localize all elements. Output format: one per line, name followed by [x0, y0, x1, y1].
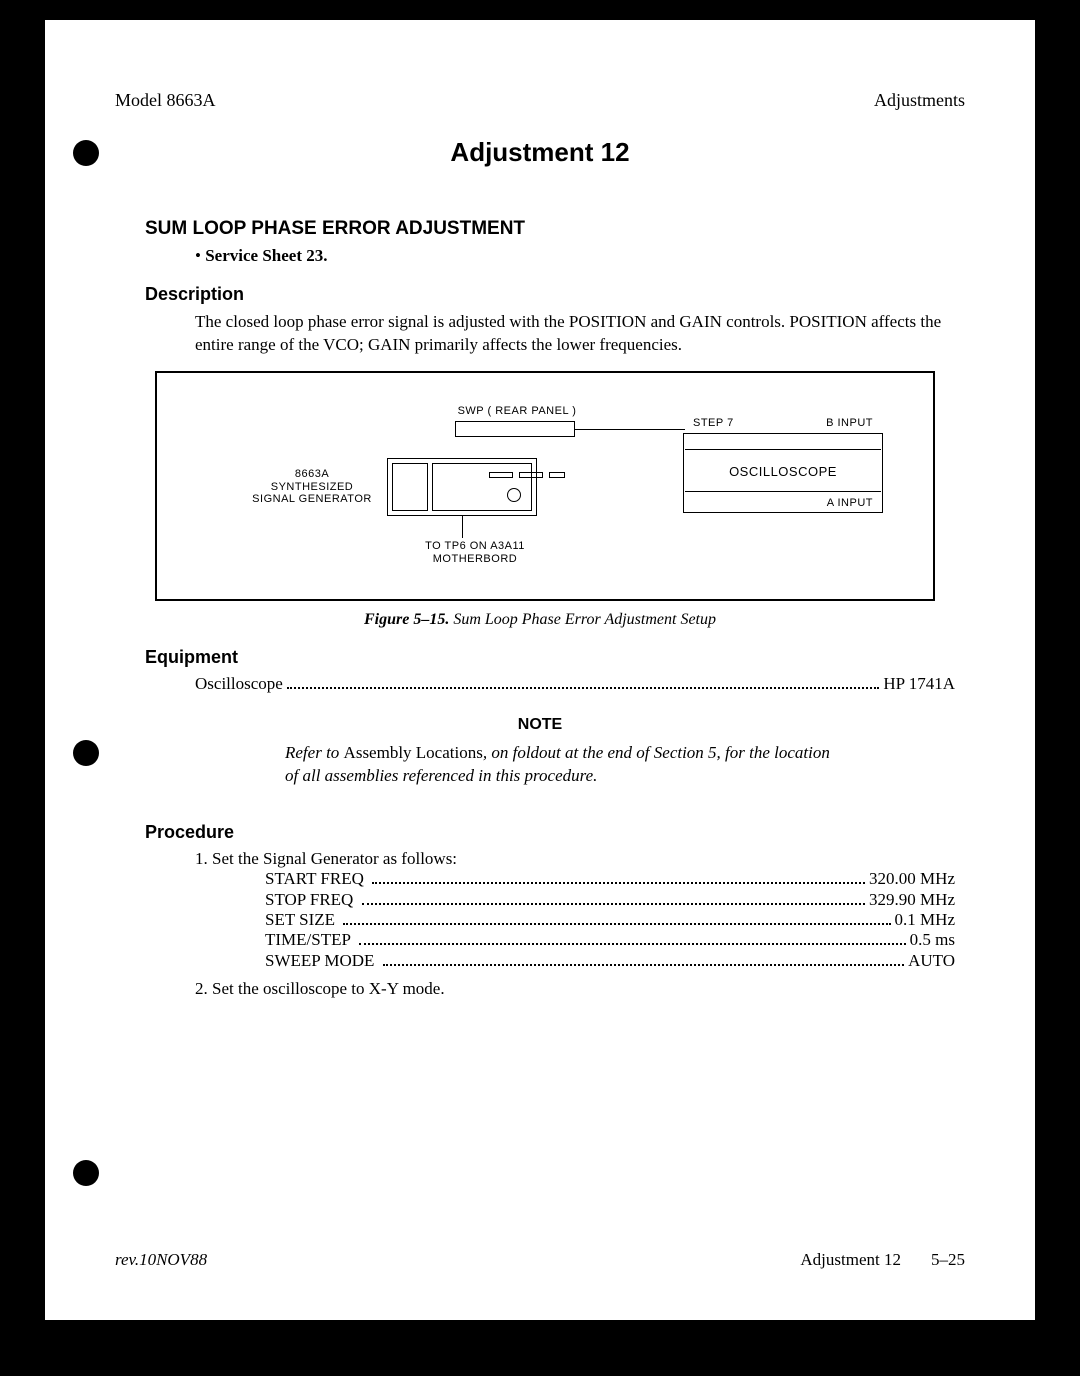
setting-row: TIME/STEP 0.5 ms [265, 930, 955, 950]
description-text: The closed loop phase error signal is ad… [195, 311, 955, 357]
setting-value: AUTO [908, 951, 955, 971]
setting-label: TIME/STEP [265, 930, 355, 950]
punch-hole-icon [73, 1160, 99, 1186]
procedure-heading: Procedure [145, 822, 965, 843]
sg-panel-icon [392, 463, 428, 511]
leader-dots-icon [343, 910, 890, 925]
signal-generator-label: 8663A SYNTHESIZED SIGNAL GENERATOR [242, 468, 382, 506]
equipment-value: HP 1741A [883, 674, 955, 694]
setting-row: START FREQ 320.00 MHz [265, 869, 955, 889]
tp-line-icon [462, 516, 463, 538]
figure-caption-number: Figure 5–15. [364, 611, 449, 628]
description-heading: Description [145, 284, 965, 305]
swp-label: SWP ( REAR PANEL ) [457, 405, 577, 418]
setting-label: STOP FREQ [265, 890, 358, 910]
sg-slot-icon [489, 472, 513, 478]
equipment-heading: Equipment [145, 647, 965, 668]
sum-loop-heading: SUM LOOP PHASE ERROR ADJUSTMENT [145, 218, 965, 240]
service-sheet-text: Service Sheet 23. [205, 246, 327, 265]
leader-dots-icon [362, 889, 865, 904]
equipment-item: Oscilloscope [195, 674, 283, 694]
footer-page-group: Adjustment 12 5–25 [800, 1250, 965, 1270]
setting-label: SET SIZE [265, 910, 339, 930]
setting-label: SWEEP MODE [265, 951, 379, 971]
page: Model 8663A Adjustments Adjustment 12 SU… [45, 20, 1035, 1320]
oscilloscope-label: OSCILLOSCOPE [693, 465, 873, 480]
leader-dots-icon [372, 869, 865, 884]
figure-caption: Figure 5–15. Sum Loop Phase Error Adjust… [115, 611, 965, 629]
figure-caption-title: Sum Loop Phase Error Adjustment Setup [449, 611, 716, 628]
tp-label: TO TP6 ON A3A11 MOTHERBORD [415, 540, 535, 565]
setting-value: 0.1 MHz [895, 910, 955, 930]
procedure-step-2: 2. Set the oscilloscope to X-Y mode. [215, 979, 955, 999]
leader-dots-icon [359, 930, 906, 945]
scope-a-input-label: A INPUT [693, 497, 873, 510]
page-title: Adjustment 12 [115, 137, 965, 168]
sg-slot-icon [549, 472, 565, 478]
sg-panel-icon [432, 463, 532, 511]
note-body: Refer to Assembly Locations, on foldout … [285, 742, 845, 788]
leader-dots-icon [383, 950, 904, 965]
swp-connector-icon [455, 421, 575, 437]
footer-page-number: 5–25 [931, 1250, 965, 1270]
setting-row: SWEEP MODE AUTO [265, 950, 955, 970]
punch-hole-icon [73, 140, 99, 166]
footer-adjustment: Adjustment 12 [800, 1250, 901, 1270]
section-label: Adjustments [874, 90, 965, 111]
page-footer: rev.10NOV88 Adjustment 12 5–25 [115, 1250, 965, 1270]
punch-hole-icon [73, 740, 99, 766]
model-label: Model 8663A [115, 90, 216, 111]
setting-row: STOP FREQ 329.90 MHz [265, 889, 955, 909]
cable-line-icon [575, 429, 685, 430]
signal-generator-icon [387, 458, 537, 516]
figure-diagram: SWP ( REAR PANEL ) 8663A SYNTHESIZED SIG… [155, 371, 935, 601]
setting-value: 0.5 ms [910, 930, 955, 950]
setting-label: START FREQ [265, 869, 368, 889]
setting-value: 329.90 MHz [869, 890, 955, 910]
leader-dots-icon [287, 674, 880, 689]
sg-slot-icon [519, 472, 543, 478]
revision-label: rev.10NOV88 [115, 1250, 207, 1270]
setting-value: 320.00 MHz [869, 869, 955, 889]
setting-row: SET SIZE 0.1 MHz [265, 910, 955, 930]
page-header: Model 8663A Adjustments [115, 90, 965, 111]
scope-step-label: STEP 7 B INPUT [693, 417, 873, 430]
procedure-step-1: 1. Set the Signal Generator as follows: [215, 849, 955, 869]
scope-divider-icon [685, 449, 881, 450]
note-heading: NOTE [115, 716, 965, 734]
scope-divider-icon [685, 491, 881, 492]
sg-knob-icon [507, 488, 521, 502]
service-sheet-line: Service Sheet 23. [195, 246, 965, 266]
equipment-row: Oscilloscope HP 1741A [195, 674, 955, 694]
